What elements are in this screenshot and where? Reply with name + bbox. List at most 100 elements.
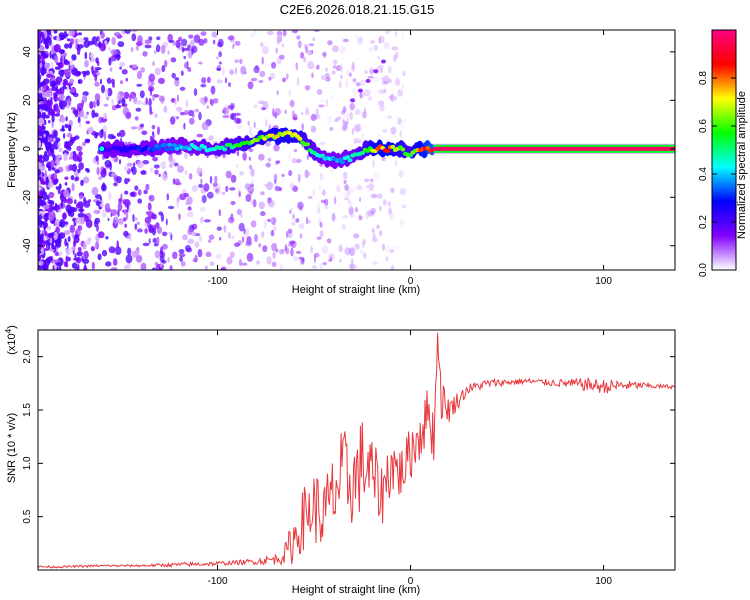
- spectrogram-speckle-cell: [63, 230, 71, 235]
- spectrogram-speckle-cell: [224, 77, 228, 84]
- spectrogram-speckle-cell: [137, 189, 142, 196]
- spectrogram-speckle-cell: [154, 169, 159, 175]
- spectrogram-speckle-cell: [260, 211, 266, 217]
- spectrogram-speckle-cell: [149, 111, 153, 115]
- spectrogram-speckle-cell: [68, 156, 73, 160]
- spectrogram-speckle-cell: [84, 60, 89, 68]
- spectrogram-speckle-cell: [89, 52, 94, 59]
- spectrogram-y-ticks: -40 -20 0 20 40: [22, 46, 675, 253]
- spectrogram-speckle-cell: [69, 78, 74, 84]
- spectrogram-speckle-cell: [265, 162, 271, 168]
- spectrogram-speckle-cell: [357, 36, 364, 45]
- spectrogram-speckle-cell: [379, 105, 385, 112]
- spectrogram-speckle-cell: [170, 98, 176, 103]
- spectrogram-speckle-cell: [83, 200, 91, 208]
- spectrogram-speckle-cell: [51, 245, 57, 250]
- spectrogram-speckle-cell: [143, 189, 148, 195]
- spectrogram-speckle-cell: [322, 52, 327, 57]
- spectrogram-speckle-cell: [225, 107, 230, 115]
- spectrogram-speckle-cell: [87, 127, 94, 134]
- spectrogram-speckle-cell: [349, 263, 355, 270]
- spectrogram-speckle-cell: [46, 73, 53, 78]
- spectrogram-speckle-cell: [248, 156, 251, 161]
- spectrogram-speckle-cell: [135, 107, 142, 112]
- spectrogram-speckle-cell: [203, 183, 210, 192]
- spectrogram-frame: [37, 29, 676, 271]
- spectrogram-speckle-cell: [310, 245, 313, 254]
- spectrogram-speckle-cell: [277, 34, 282, 38]
- spectrogram-speckle-cell: [61, 49, 65, 53]
- spectrogram-speckle-cell: [261, 107, 266, 111]
- spectrogram-speckle-cell: [353, 122, 357, 127]
- spectrogram-speckle-cell: [84, 240, 91, 245]
- spectrogram-speckle-cell: [116, 132, 121, 137]
- spectrogram-speckle-cell: [236, 151, 240, 157]
- spectrogram-speckle-cell: [258, 201, 265, 210]
- spectrogram-speckle-cell: [330, 94, 335, 101]
- spectrogram-speckle-cell: [130, 166, 134, 172]
- spectrogram-speckle-cell: [245, 241, 253, 247]
- spectrogram-speckle-cell: [255, 64, 259, 71]
- spectrogram-speckle-cell: [370, 207, 376, 215]
- spectrogram-speckle-cell: [41, 191, 48, 201]
- spectrogram-speckle-cell: [286, 73, 289, 80]
- spectrogram-speckle-cell: [54, 202, 58, 209]
- spectrogram-speckle-cell: [144, 44, 152, 49]
- spectrogram-speckle-cell: [51, 80, 57, 87]
- spectrogram-speckle-cell: [38, 219, 43, 228]
- spectrogram-speckle-cell: [186, 211, 194, 218]
- spectrogram-speckle-cell: [200, 178, 203, 185]
- spectrogram-speckle-cell: [276, 160, 281, 164]
- spectrogram-speckle-cell: [66, 85, 69, 92]
- spectrogram-speckle-cell: [74, 199, 77, 205]
- spectrogram-speckle-cell: [107, 87, 113, 97]
- spectrogram-speckle-cell: [75, 39, 78, 48]
- spectrogram-speckle-cell: [311, 265, 318, 269]
- spectrogram-speckle-cell: [102, 167, 107, 175]
- spectrogram-ridge-cell: [385, 149, 391, 154]
- spectrogram-ridge-cell: [345, 155, 351, 160]
- spectrogram-speckle-cell: [347, 201, 354, 209]
- spectrogram-speckle-cell: [381, 156, 386, 162]
- spectrogram-speckle-cell: [343, 192, 351, 198]
- spectrogram-speckle-cell: [116, 176, 122, 184]
- spectrogram-speckle-cell: [84, 51, 88, 60]
- spectrogram-speckle-cell: [65, 116, 68, 122]
- spectrogram-speckle-cell: [142, 51, 148, 57]
- spectrogram-speckle-cell: [113, 216, 119, 225]
- spectrogram-speckle-cell: [164, 59, 168, 68]
- spectrogram-speckle-cell: [63, 152, 68, 161]
- spectrogram-speckle-cell: [48, 149, 51, 157]
- spectrogram-speckle-cell: [297, 173, 301, 183]
- spectrogram-speckle-cell: [214, 175, 218, 183]
- spectrogram-speckle-cell: [295, 250, 302, 254]
- spectrogram-speckle-cell: [45, 138, 48, 145]
- spectrogram-speckle-cell: [124, 264, 129, 270]
- spectrogram-speckle-cell: [227, 35, 235, 41]
- spectrogram-speckle-cell: [372, 237, 378, 243]
- spectrogram-speckle-cell: [292, 213, 295, 220]
- spectrogram-speckle-cell: [225, 185, 229, 193]
- spectrogram-speckle-cell: [197, 248, 203, 258]
- spectrogram-speckle-cell: [204, 265, 208, 270]
- spectrogram-speckle-cell: [336, 186, 341, 193]
- spectrogram-speckle-cell: [319, 221, 323, 228]
- spectrogram-speckle-cell: [108, 47, 111, 52]
- spectrogram-speckle-cell: [176, 199, 179, 209]
- spectrogram-speckle-cell: [38, 82, 41, 90]
- snr-xtick-label: 0: [408, 576, 414, 587]
- spectrogram-speckle-cell: [272, 251, 276, 259]
- spectrogram-speckle-cell: [203, 38, 208, 44]
- spectrogram-speckle-cell: [326, 115, 333, 124]
- spectrogram-speckle-cell: [71, 262, 78, 269]
- spectrogram-speckle-cell: [206, 191, 214, 199]
- spectrogram-speckle-cell: [124, 223, 128, 228]
- spectrogram-speckle-cell: [44, 170, 47, 177]
- spectrogram-speckle-cell: [344, 197, 350, 201]
- spectrogram-speckle-cell: [38, 260, 44, 266]
- spectrogram-speckle-cell: [131, 64, 138, 69]
- spectrogram-speckle-cell: [250, 33, 254, 38]
- spectrogram-speckle-cell: [311, 112, 315, 117]
- spectrogram-speckle-cell: [93, 209, 98, 214]
- spectrogram-speckle-cell: [349, 247, 356, 257]
